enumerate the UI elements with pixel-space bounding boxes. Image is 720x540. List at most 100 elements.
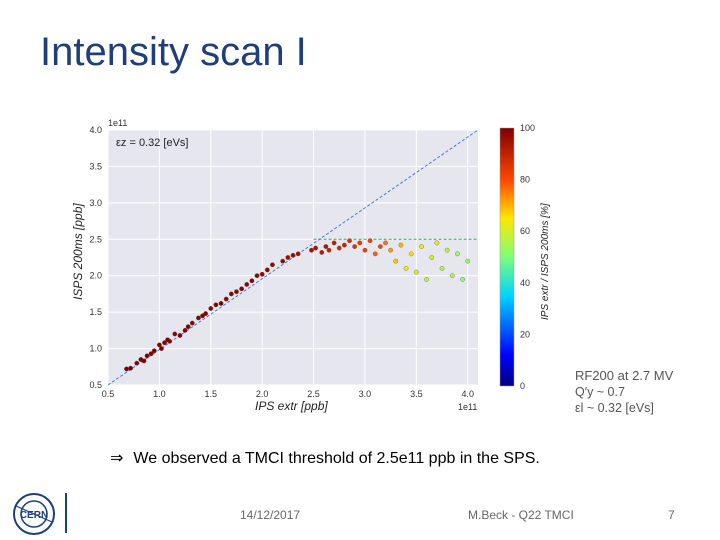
x-tick-label: 3.5 <box>410 389 423 399</box>
colorbar-tick-label: 0 <box>520 381 525 391</box>
data-point <box>362 247 368 253</box>
data-point <box>357 240 363 246</box>
data-point <box>419 244 424 249</box>
data-point <box>203 311 208 316</box>
data-point <box>157 342 162 348</box>
data-points <box>124 238 471 372</box>
data-point <box>182 328 188 333</box>
data-point <box>367 238 373 244</box>
implies-icon: ⇒ <box>110 448 124 467</box>
colorbar-tick-label: 60 <box>520 226 530 236</box>
data-point <box>290 252 296 258</box>
data-point <box>439 266 445 271</box>
y-tick-label: 2.0 <box>89 271 102 281</box>
data-point <box>172 331 178 337</box>
data-point <box>388 247 393 253</box>
data-point <box>378 244 383 249</box>
data-point <box>144 353 150 359</box>
data-point <box>162 340 167 346</box>
y-exponent: 1e11 <box>108 118 127 128</box>
data-point <box>213 302 219 308</box>
data-point <box>270 262 275 268</box>
data-point <box>124 366 129 372</box>
data-point <box>444 247 450 253</box>
data-point <box>196 315 201 321</box>
data-point <box>313 245 318 251</box>
x-tick-label: 0.5 <box>102 389 115 399</box>
data-point <box>223 296 229 302</box>
chromaticity-param: Q′y ~ 0.7 <box>575 385 625 399</box>
data-point <box>403 266 409 271</box>
data-point <box>128 365 133 371</box>
colorbar-tick-label: 20 <box>520 329 530 339</box>
data-point <box>323 244 329 249</box>
y-tick-labels: 0.5 1.0 1.5 2.0 2.5 3.0 3.5 4.0 <box>89 125 102 390</box>
data-point <box>424 277 429 282</box>
data-point <box>455 251 460 257</box>
data-point <box>264 267 270 273</box>
data-point <box>239 286 244 292</box>
y-tick-label: 0.5 <box>89 380 102 390</box>
data-point <box>398 242 404 248</box>
data-point <box>326 247 332 253</box>
data-point <box>141 358 147 364</box>
x-tick-label: 1.0 <box>153 389 166 399</box>
data-point <box>408 251 414 257</box>
data-point <box>342 242 347 248</box>
rf-param: RF200 at 2.7 MV <box>575 368 674 383</box>
slide-title: Intensity scan I <box>40 30 307 74</box>
data-point <box>208 306 214 311</box>
emittance-param: εl ~ 0.32 [eVs] <box>575 401 654 415</box>
intensity-scatter-chart: 0.5 1.0 1.5 2.0 2.5 3.0 3.5 4.0 0.5 1.0 1.5 2.0 2.5… <box>71 118 551 413</box>
data-point <box>159 346 164 351</box>
colorbar-label: IPS extr / ISPS 200ms [%] <box>540 203 551 320</box>
data-point <box>249 278 255 284</box>
y-tick-label: 3.5 <box>89 161 102 171</box>
data-point <box>167 338 173 344</box>
data-point <box>148 351 154 357</box>
y-tick-label: 3.0 <box>89 198 102 208</box>
x-tick-labels: 0.5 1.0 1.5 2.0 2.5 3.0 3.5 4.0 <box>102 389 474 399</box>
data-point <box>228 291 234 297</box>
data-point <box>465 258 471 264</box>
parameters-box: RF200 at 2.7 MV Q′y ~ 0.7 εl ~ 0.32 [eVs… <box>575 368 673 416</box>
footer-author: M.Beck - Q22 TMCI <box>468 508 574 522</box>
data-point <box>347 238 352 244</box>
y-tick-label: 1.0 <box>89 344 102 354</box>
data-point <box>393 258 399 264</box>
page-number: 7 <box>668 508 675 522</box>
data-point <box>134 360 140 366</box>
data-point <box>218 301 224 306</box>
data-point <box>434 240 440 246</box>
data-point <box>244 282 250 287</box>
y-tick-label: 2.5 <box>89 234 102 244</box>
colorbar-tick-label: 40 <box>520 278 530 288</box>
data-point <box>309 247 314 253</box>
y-axis-label: ISPS 200ms [ppb] <box>71 203 85 300</box>
data-point <box>331 240 337 246</box>
x-tick-label: 1.5 <box>205 389 218 399</box>
data-point <box>383 240 388 246</box>
x-tick-label: 2.0 <box>256 389 269 399</box>
x-tick-label: 3.0 <box>359 389 372 399</box>
data-point <box>460 277 465 282</box>
data-point <box>352 244 358 249</box>
y-tick-label: 4.0 <box>89 125 102 135</box>
conclusion-text: We observed a TMCI threshold of 2.5e11 p… <box>133 450 540 467</box>
colorbar-tick-labels: 0 20 40 60 80 100 <box>520 123 535 391</box>
x-tick-label: 2.5 <box>307 389 320 399</box>
data-point <box>319 250 325 255</box>
conclusion-bullet: ⇒ We observed a TMCI threshold of 2.5e11 … <box>110 448 540 468</box>
data-point <box>295 251 301 257</box>
data-point <box>234 289 239 295</box>
data-point <box>177 333 183 338</box>
colorbar <box>499 127 515 387</box>
epsilon-annotation: εz = 0.32 [eVs] <box>116 137 188 149</box>
data-point <box>189 320 195 326</box>
data-point <box>336 245 342 251</box>
data-point <box>429 255 435 260</box>
colorbar-tick-label: 80 <box>520 175 530 185</box>
data-point <box>280 258 286 264</box>
footer-date: 14/12/2017 <box>240 508 301 522</box>
data-point <box>449 273 455 279</box>
